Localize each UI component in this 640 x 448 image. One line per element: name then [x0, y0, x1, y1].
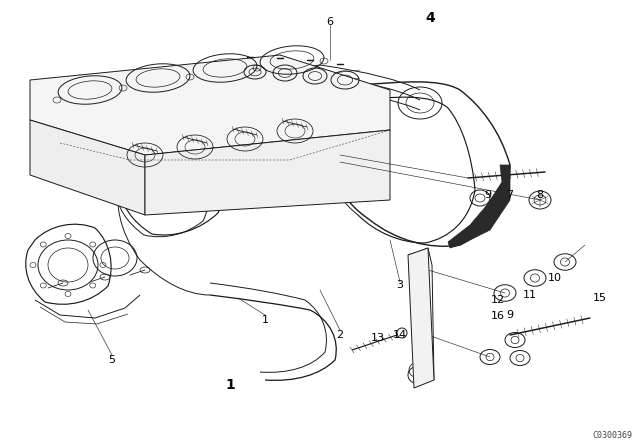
Polygon shape — [30, 55, 390, 155]
Text: 6: 6 — [326, 17, 333, 27]
Text: 1: 1 — [262, 315, 269, 325]
Text: 4: 4 — [425, 11, 435, 25]
Text: C0300369: C0300369 — [592, 431, 632, 440]
Text: 3: 3 — [397, 280, 403, 290]
Text: 13: 13 — [371, 333, 385, 343]
Text: 8: 8 — [536, 190, 543, 200]
Polygon shape — [448, 165, 510, 248]
Text: 14: 14 — [393, 330, 407, 340]
Text: 5: 5 — [109, 355, 115, 365]
Text: 15: 15 — [593, 293, 607, 303]
Text: 10: 10 — [548, 273, 562, 283]
Polygon shape — [145, 130, 390, 215]
Text: 9: 9 — [506, 310, 513, 320]
Text: 11: 11 — [523, 290, 537, 300]
Text: 2: 2 — [337, 330, 344, 340]
Text: 7: 7 — [506, 190, 513, 200]
Polygon shape — [408, 248, 434, 388]
Text: 9: 9 — [484, 190, 492, 200]
Text: 12: 12 — [491, 295, 505, 305]
Text: 16: 16 — [491, 311, 505, 321]
Text: 1: 1 — [225, 378, 235, 392]
Polygon shape — [30, 120, 145, 215]
